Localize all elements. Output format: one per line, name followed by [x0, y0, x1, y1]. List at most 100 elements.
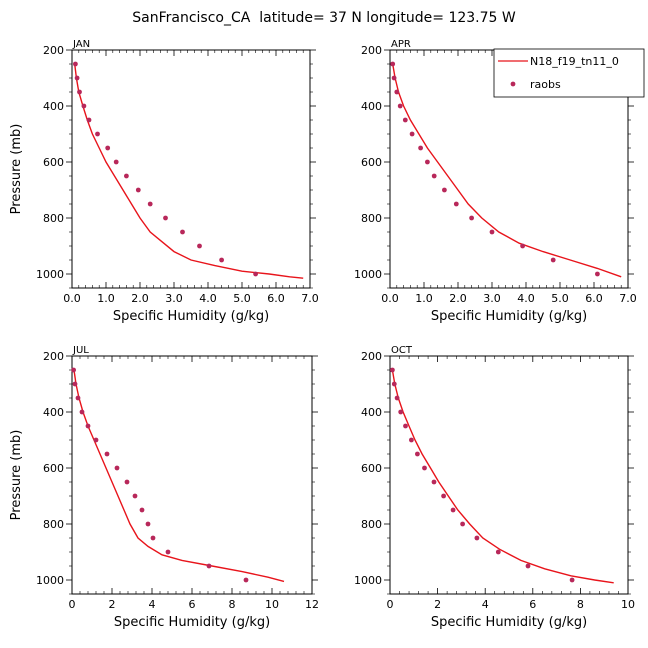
- apr-xtick-label: 3.0: [483, 292, 501, 305]
- jan-ytick-label: 400: [43, 100, 64, 113]
- legend: N18_f19_tn11_0 raobs: [493, 48, 645, 98]
- jul-obs-point: [114, 465, 120, 471]
- jul-obs-point: [132, 493, 138, 499]
- jan-obs-point: [77, 89, 82, 95]
- jul-obs-point: [71, 367, 76, 373]
- jul-obs-point: [75, 395, 81, 401]
- jul-obs-point: [124, 479, 130, 485]
- apr-obs-point: [425, 159, 430, 165]
- jan-xtick-label: 1.0: [97, 292, 115, 305]
- oct-obs-point: [403, 423, 408, 429]
- jan-xtick-label: 5.0: [233, 292, 251, 305]
- apr-obs-point: [453, 201, 459, 207]
- apr-obs-point: [442, 187, 447, 193]
- jan-xtick-label: 7.0: [301, 292, 319, 305]
- oct-obs-point: [495, 549, 501, 555]
- oct-series-model-line: [391, 369, 614, 584]
- apr-obs-point: [394, 89, 400, 95]
- apr-xtick-label: 0.0: [381, 292, 399, 305]
- jan-ytick-label: 200: [43, 44, 64, 57]
- jul-ytick-label: 1000: [36, 574, 64, 587]
- jul-xtick-label: 6: [189, 598, 196, 611]
- jan-obs-point: [86, 117, 92, 123]
- jan-series-model-line: [74, 63, 304, 279]
- jul-x-axis-label: Specific Humidity (g/kg): [114, 615, 270, 630]
- jan-y-axis-label: Pressure (mb): [9, 124, 24, 215]
- jan-plot-frame: [71, 49, 311, 289]
- oct-ytick-label: 600: [361, 462, 382, 475]
- panel-apr: APR 0.0 1.0 2.0 3.0 4.0 5.0 6.0 7.0 200 400 600 800 1…: [354, 39, 637, 324]
- jan-ytick-label: 800: [43, 212, 64, 225]
- jan-obs-point: [81, 103, 87, 109]
- apr-obs-point: [520, 243, 525, 249]
- jan-obs-point: [253, 271, 258, 277]
- jan-obs-point: [180, 229, 185, 235]
- jul-plot-frame: [71, 355, 313, 595]
- apr-obs-point: [402, 117, 408, 123]
- jul-obs-point: [145, 521, 151, 527]
- oct-ytick-label: 800: [361, 518, 382, 531]
- jul-ytick-label: 800: [43, 518, 64, 531]
- jul-panel-label: JUL: [72, 345, 89, 356]
- jul-obs-point: [85, 423, 91, 429]
- apr-obs-point: [469, 215, 474, 221]
- apr-obs-point: [397, 103, 403, 109]
- jul-series-model-line: [73, 369, 285, 583]
- oct-obs-point: [398, 409, 404, 415]
- jan-obs-point: [135, 187, 141, 193]
- legend-dot-swatch: [510, 81, 516, 87]
- oct-obs-point: [450, 507, 456, 513]
- apr-xtick-label: 6.0: [585, 292, 603, 305]
- panels: JAN 0.0 1.0 2.0 3.0 4.0 5.0 6.0 7.0 200 400 600 800 1…: [9, 39, 637, 630]
- oct-ytick-label: 1000: [354, 574, 382, 587]
- apr-ytick-label: 400: [361, 100, 382, 113]
- jul-obs-point: [206, 563, 212, 569]
- apr-obs-point: [489, 229, 495, 235]
- jul-xtick-label: 10: [265, 598, 279, 611]
- oct-obs-point: [474, 535, 480, 541]
- jul-xtick-label: 2: [109, 598, 116, 611]
- apr-ytick-label: 1000: [354, 268, 382, 281]
- oct-obs-point: [390, 367, 395, 373]
- jul-obs-point: [243, 577, 249, 583]
- jan-obs-point: [95, 131, 100, 137]
- oct-obs-point: [441, 493, 446, 499]
- figure-title: SanFrancisco_CA latitude= 37 N longitude…: [132, 10, 516, 26]
- panel-jul: JUL 0 2 4 6 8 10 12 200 400 600 800 1000 Specific Hum…: [9, 345, 319, 630]
- apr-obs-point: [390, 61, 396, 67]
- jan-obs-point: [105, 145, 111, 151]
- oct-obs-point: [415, 451, 420, 457]
- jul-xtick-label: 12: [305, 598, 319, 611]
- oct-ytick-label: 200: [361, 350, 382, 363]
- jul-obs-point: [72, 381, 78, 387]
- jan-xtick-label: 2.0: [131, 292, 149, 305]
- apr-xtick-label: 4.0: [517, 292, 535, 305]
- oct-obs-point: [422, 465, 427, 471]
- legend-box: [493, 48, 645, 98]
- oct-xtick-label: 4: [482, 598, 489, 611]
- jul-xtick-label: 4: [149, 598, 156, 611]
- apr-x-axis-label: Specific Humidity (g/kg): [431, 309, 587, 324]
- apr-panel-label: APR: [391, 39, 411, 50]
- oct-panel-label: OCT: [391, 345, 413, 356]
- panel-jan: JAN 0.0 1.0 2.0 3.0 4.0 5.0 6.0 7.0 200 400 600 800 1…: [9, 39, 319, 324]
- oct-ytick-label: 400: [361, 406, 382, 419]
- apr-obs-point: [595, 271, 600, 277]
- apr-ytick-label: 800: [361, 212, 382, 225]
- jul-obs-point: [104, 451, 110, 457]
- oct-x-axis-label: Specific Humidity (g/kg): [431, 615, 587, 630]
- apr-xtick-label: 2.0: [449, 292, 467, 305]
- jan-xtick-label: 3.0: [165, 292, 183, 305]
- jul-ytick-label: 600: [43, 462, 64, 475]
- jan-ytick-label: 600: [43, 156, 64, 169]
- jul-ytick-label: 200: [43, 350, 64, 363]
- jan-obs-point: [147, 201, 153, 207]
- apr-series-model-line: [392, 63, 622, 278]
- jul-obs-point: [79, 409, 85, 415]
- legend-model-label: N18_f19_tn11_0: [530, 55, 619, 68]
- legend-obs-label: raobs: [530, 78, 561, 91]
- jan-panel-label: JAN: [72, 39, 90, 50]
- oct-obs-point: [460, 521, 465, 527]
- jul-obs-point: [93, 437, 99, 443]
- jan-obs-point: [124, 173, 129, 179]
